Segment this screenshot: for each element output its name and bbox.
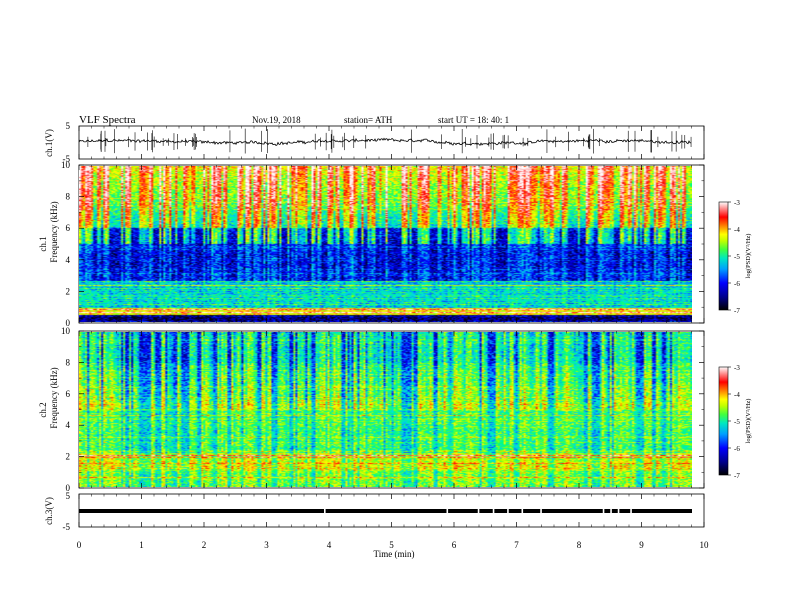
date-label: Nov.19, 2018 <box>252 115 301 125</box>
waveform-gap <box>324 508 326 514</box>
x-tick-label: 5 <box>389 540 394 550</box>
ch2-spectrogram-image <box>79 332 692 487</box>
ch1-spectrogram-ylabel-top: ch.1 <box>38 236 48 251</box>
x-tick-label: 9 <box>639 540 644 550</box>
waveform-gap <box>602 508 605 514</box>
y-tick-label: 4 <box>66 420 71 430</box>
ch2-colorbar-label: log(PSD)(V²/Hz) <box>745 399 752 444</box>
ch3-waveform-trace <box>79 509 692 513</box>
x-tick-label: 8 <box>577 540 582 550</box>
ch1-ytick-top: 5 <box>66 121 71 131</box>
waveform-gap <box>507 508 509 514</box>
y-tick-label: 8 <box>66 192 71 202</box>
y-tick-label: 10 <box>61 160 71 170</box>
colorbar-tick-label: -4 <box>734 391 740 399</box>
colorbar-tick-label: -7 <box>734 472 740 480</box>
x-tick-label: 0 <box>77 540 82 550</box>
ch3-waveform-panel: 5 -5 ch.3(V) <box>44 491 705 532</box>
waveform-gap <box>446 508 449 514</box>
x-tick-label: 7 <box>514 540 519 550</box>
ch1-spectrogram-panel: 0 2 4 6 8 10 ch.1 Frequency (kHz) <box>38 160 705 328</box>
start-time-label: start UT = 18: 40: 1 <box>438 115 509 125</box>
ch1-colorbar-ticks: -3 -4 -5 -6 -7 <box>728 199 740 315</box>
x-tick-labels: 0 1 2 3 4 5 6 7 8 9 10 <box>77 540 709 550</box>
ch2-colorbar-ticks: -3 -4 -5 -6 -7 <box>728 364 740 480</box>
y-tick-label: 8 <box>66 357 71 367</box>
y-tick-label: 10 <box>61 326 71 336</box>
x-tick-label: 3 <box>264 540 269 550</box>
x-tick-label: 4 <box>327 540 332 550</box>
waveform-gap <box>617 508 620 514</box>
y-tick-label: 6 <box>66 223 71 233</box>
colorbar-tick-label: -6 <box>734 445 740 453</box>
x-tick-marks <box>78 126 705 527</box>
ch2-spectrogram-ylabel-top: ch.2 <box>38 402 48 417</box>
ch1-colorbar: -3 -4 -5 -6 -7 log(PSD)(V²/Hz) <box>718 199 752 315</box>
ch1-spectrogram-ylabel: Frequency (kHz) <box>49 201 59 262</box>
ch2-colorbar-scale <box>718 366 729 476</box>
y-tick-label: 0 <box>66 318 71 328</box>
ch2-colorbar: -3 -4 -5 -6 -7 log(PSD)(V²/Hz) <box>718 364 752 480</box>
waveform-gap <box>540 508 542 514</box>
x-tick-label: 6 <box>452 540 457 550</box>
colorbar-tick-label: -3 <box>734 364 740 372</box>
ch2-spectrogram-panel: 0 2 4 6 8 10 ch.2 Frequency (kHz) <box>38 326 705 493</box>
ch1-ytick-bottom: -5 <box>63 154 71 164</box>
ch3-ytick-top: 5 <box>66 491 71 501</box>
waveform-gap <box>492 508 495 514</box>
ch1-waveform-panel: 5 -5 ch.1(V) <box>44 121 705 164</box>
colorbar-tick-label: -3 <box>734 199 740 207</box>
y-tick-label: 2 <box>66 452 71 462</box>
ch1-colorbar-scale <box>718 201 729 311</box>
waveform-gap <box>477 508 480 514</box>
x-tick-label: 1 <box>139 540 144 550</box>
x-tick-label: 2 <box>202 540 207 550</box>
ch1-spectrogram-image <box>79 166 692 322</box>
waveform-gap <box>521 508 524 514</box>
station-label: station= ATH <box>344 115 393 125</box>
y-tick-label: 4 <box>66 255 71 265</box>
ch1-waveform-spikes <box>87 128 692 154</box>
ch2-spectrogram-ylabel: Frequency (kHz) <box>49 367 59 428</box>
ch2-spectrogram-yticks: 0 2 4 6 8 10 <box>61 326 704 493</box>
colorbar-tick-label: -7 <box>734 307 740 315</box>
figure-title: VLF Spectra <box>79 114 136 126</box>
colorbar-tick-label: -6 <box>734 280 740 288</box>
ch3-waveform-gaps <box>324 508 632 514</box>
y-tick-label: 2 <box>66 286 71 296</box>
colorbar-tick-label: -5 <box>734 253 740 261</box>
ch1-spectrogram-yticks: 0 2 4 6 8 10 <box>61 160 704 328</box>
ch1-colorbar-label: log(PSD)(V²/Hz) <box>745 234 752 279</box>
y-tick-label: 0 <box>66 483 71 493</box>
y-tick-label: 6 <box>66 389 71 399</box>
x-axis-label: Time (min) <box>374 549 415 559</box>
colorbar-tick-label: -4 <box>734 226 740 234</box>
ch3-waveform-ylabel: ch.3(V) <box>44 497 54 525</box>
waveform-gap <box>610 508 612 514</box>
waveform-gap <box>630 508 632 514</box>
ch1-waveform-ylabel: ch.1(V) <box>44 129 54 157</box>
colorbar-tick-label: -5 <box>734 418 740 426</box>
x-tick-label: 10 <box>700 540 710 550</box>
ch3-ytick-bottom: -5 <box>63 522 71 532</box>
